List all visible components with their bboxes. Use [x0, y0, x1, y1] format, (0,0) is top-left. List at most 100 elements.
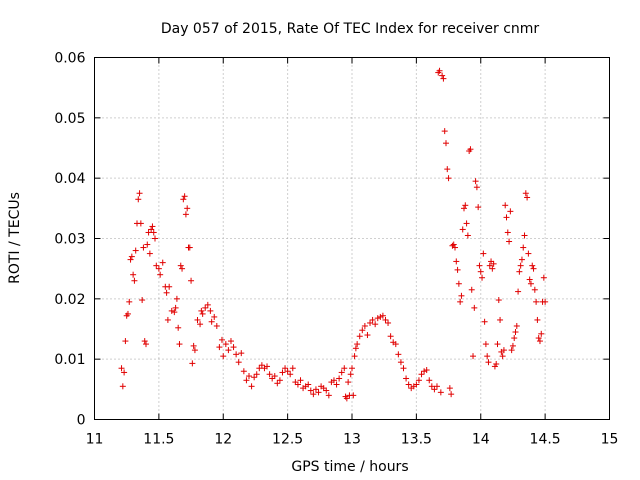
y-tick-label: 0.02 — [54, 292, 85, 308]
data-point — [220, 353, 227, 360]
grid-lines — [94, 57, 610, 420]
data-point — [143, 341, 149, 348]
data-point — [274, 380, 281, 387]
data-point — [500, 347, 507, 354]
data-point — [139, 297, 146, 304]
data-point — [538, 330, 545, 337]
data-point — [124, 310, 131, 317]
data-point — [330, 377, 337, 384]
data-point — [526, 276, 533, 283]
data-point — [439, 72, 446, 79]
x-tick-label: 14.5 — [530, 432, 561, 448]
data-point — [145, 229, 152, 236]
data-point — [437, 389, 444, 396]
data-point — [289, 365, 296, 372]
data-point — [540, 274, 547, 281]
x-tick-label: 12.5 — [272, 432, 303, 448]
data-point — [347, 371, 354, 378]
data-point — [356, 333, 363, 340]
data-point — [387, 333, 394, 340]
x-axis-ticks: 11 11.5 12 12.5 13 13.5 14 14.5 15 — [86, 57, 618, 448]
data-point — [264, 363, 271, 370]
data-point — [397, 359, 404, 366]
data-point — [307, 387, 314, 394]
data-point — [405, 381, 412, 388]
data-point — [400, 365, 407, 372]
data-point — [442, 140, 449, 147]
data-point — [179, 265, 186, 272]
data-point — [271, 373, 278, 380]
data-point — [246, 373, 252, 380]
data-point — [364, 332, 371, 339]
data-point — [222, 341, 229, 348]
data-point — [455, 280, 462, 287]
data-point — [463, 220, 470, 227]
data-point — [458, 292, 465, 299]
data-point — [157, 271, 164, 278]
data-point — [459, 226, 466, 233]
data-point — [122, 338, 129, 345]
data-point — [494, 341, 501, 348]
data-point — [149, 223, 156, 230]
data-point — [361, 322, 368, 329]
data-point — [325, 392, 332, 399]
data-point — [452, 244, 458, 251]
data-point — [481, 318, 488, 325]
data-point — [119, 383, 126, 390]
data-point — [243, 377, 250, 384]
data-point — [529, 262, 536, 269]
data-point — [476, 262, 483, 269]
data-point — [445, 175, 452, 182]
data-point — [233, 351, 240, 358]
data-point — [464, 232, 471, 239]
data-point — [184, 205, 191, 212]
data-point — [312, 386, 319, 393]
data-point — [502, 202, 509, 209]
data-point — [238, 350, 245, 357]
data-point — [333, 381, 340, 388]
data-point — [216, 344, 223, 351]
data-point — [426, 377, 433, 384]
data-point — [297, 377, 304, 384]
data-point — [431, 386, 438, 393]
data-point — [213, 322, 220, 329]
data-point — [479, 274, 486, 281]
data-point — [284, 368, 291, 375]
data-point — [352, 345, 359, 352]
data-point — [403, 375, 410, 382]
data-point — [509, 342, 516, 349]
data-point — [127, 256, 134, 263]
data-point — [188, 277, 195, 284]
data-point — [457, 298, 464, 305]
data-point — [495, 297, 502, 304]
data-point — [534, 316, 541, 323]
data-point — [468, 286, 475, 293]
data-point — [266, 371, 273, 378]
data-point — [461, 205, 468, 212]
data-point — [349, 365, 355, 372]
data-point — [448, 391, 455, 398]
data-point — [377, 313, 384, 320]
data-points — [118, 67, 549, 402]
x-tick-label: 13.5 — [401, 432, 432, 448]
data-point — [202, 304, 209, 311]
data-point — [372, 321, 379, 328]
data-point — [415, 377, 422, 384]
data-point — [516, 268, 523, 275]
data-point — [444, 166, 451, 173]
data-point — [341, 365, 348, 372]
data-point — [477, 268, 484, 275]
data-point — [148, 226, 155, 233]
data-point — [294, 381, 301, 388]
data-point — [517, 262, 524, 269]
data-point — [504, 229, 511, 236]
data-point — [230, 344, 237, 351]
data-point — [454, 266, 461, 273]
y-axis-ticks: 0 0.01 0.02 0.03 0.04 0.05 0.06 — [54, 51, 610, 429]
data-point — [499, 353, 506, 360]
data-point — [511, 335, 518, 342]
data-point — [310, 391, 317, 398]
y-tick-label: 0.04 — [54, 171, 85, 187]
data-point — [130, 271, 137, 278]
